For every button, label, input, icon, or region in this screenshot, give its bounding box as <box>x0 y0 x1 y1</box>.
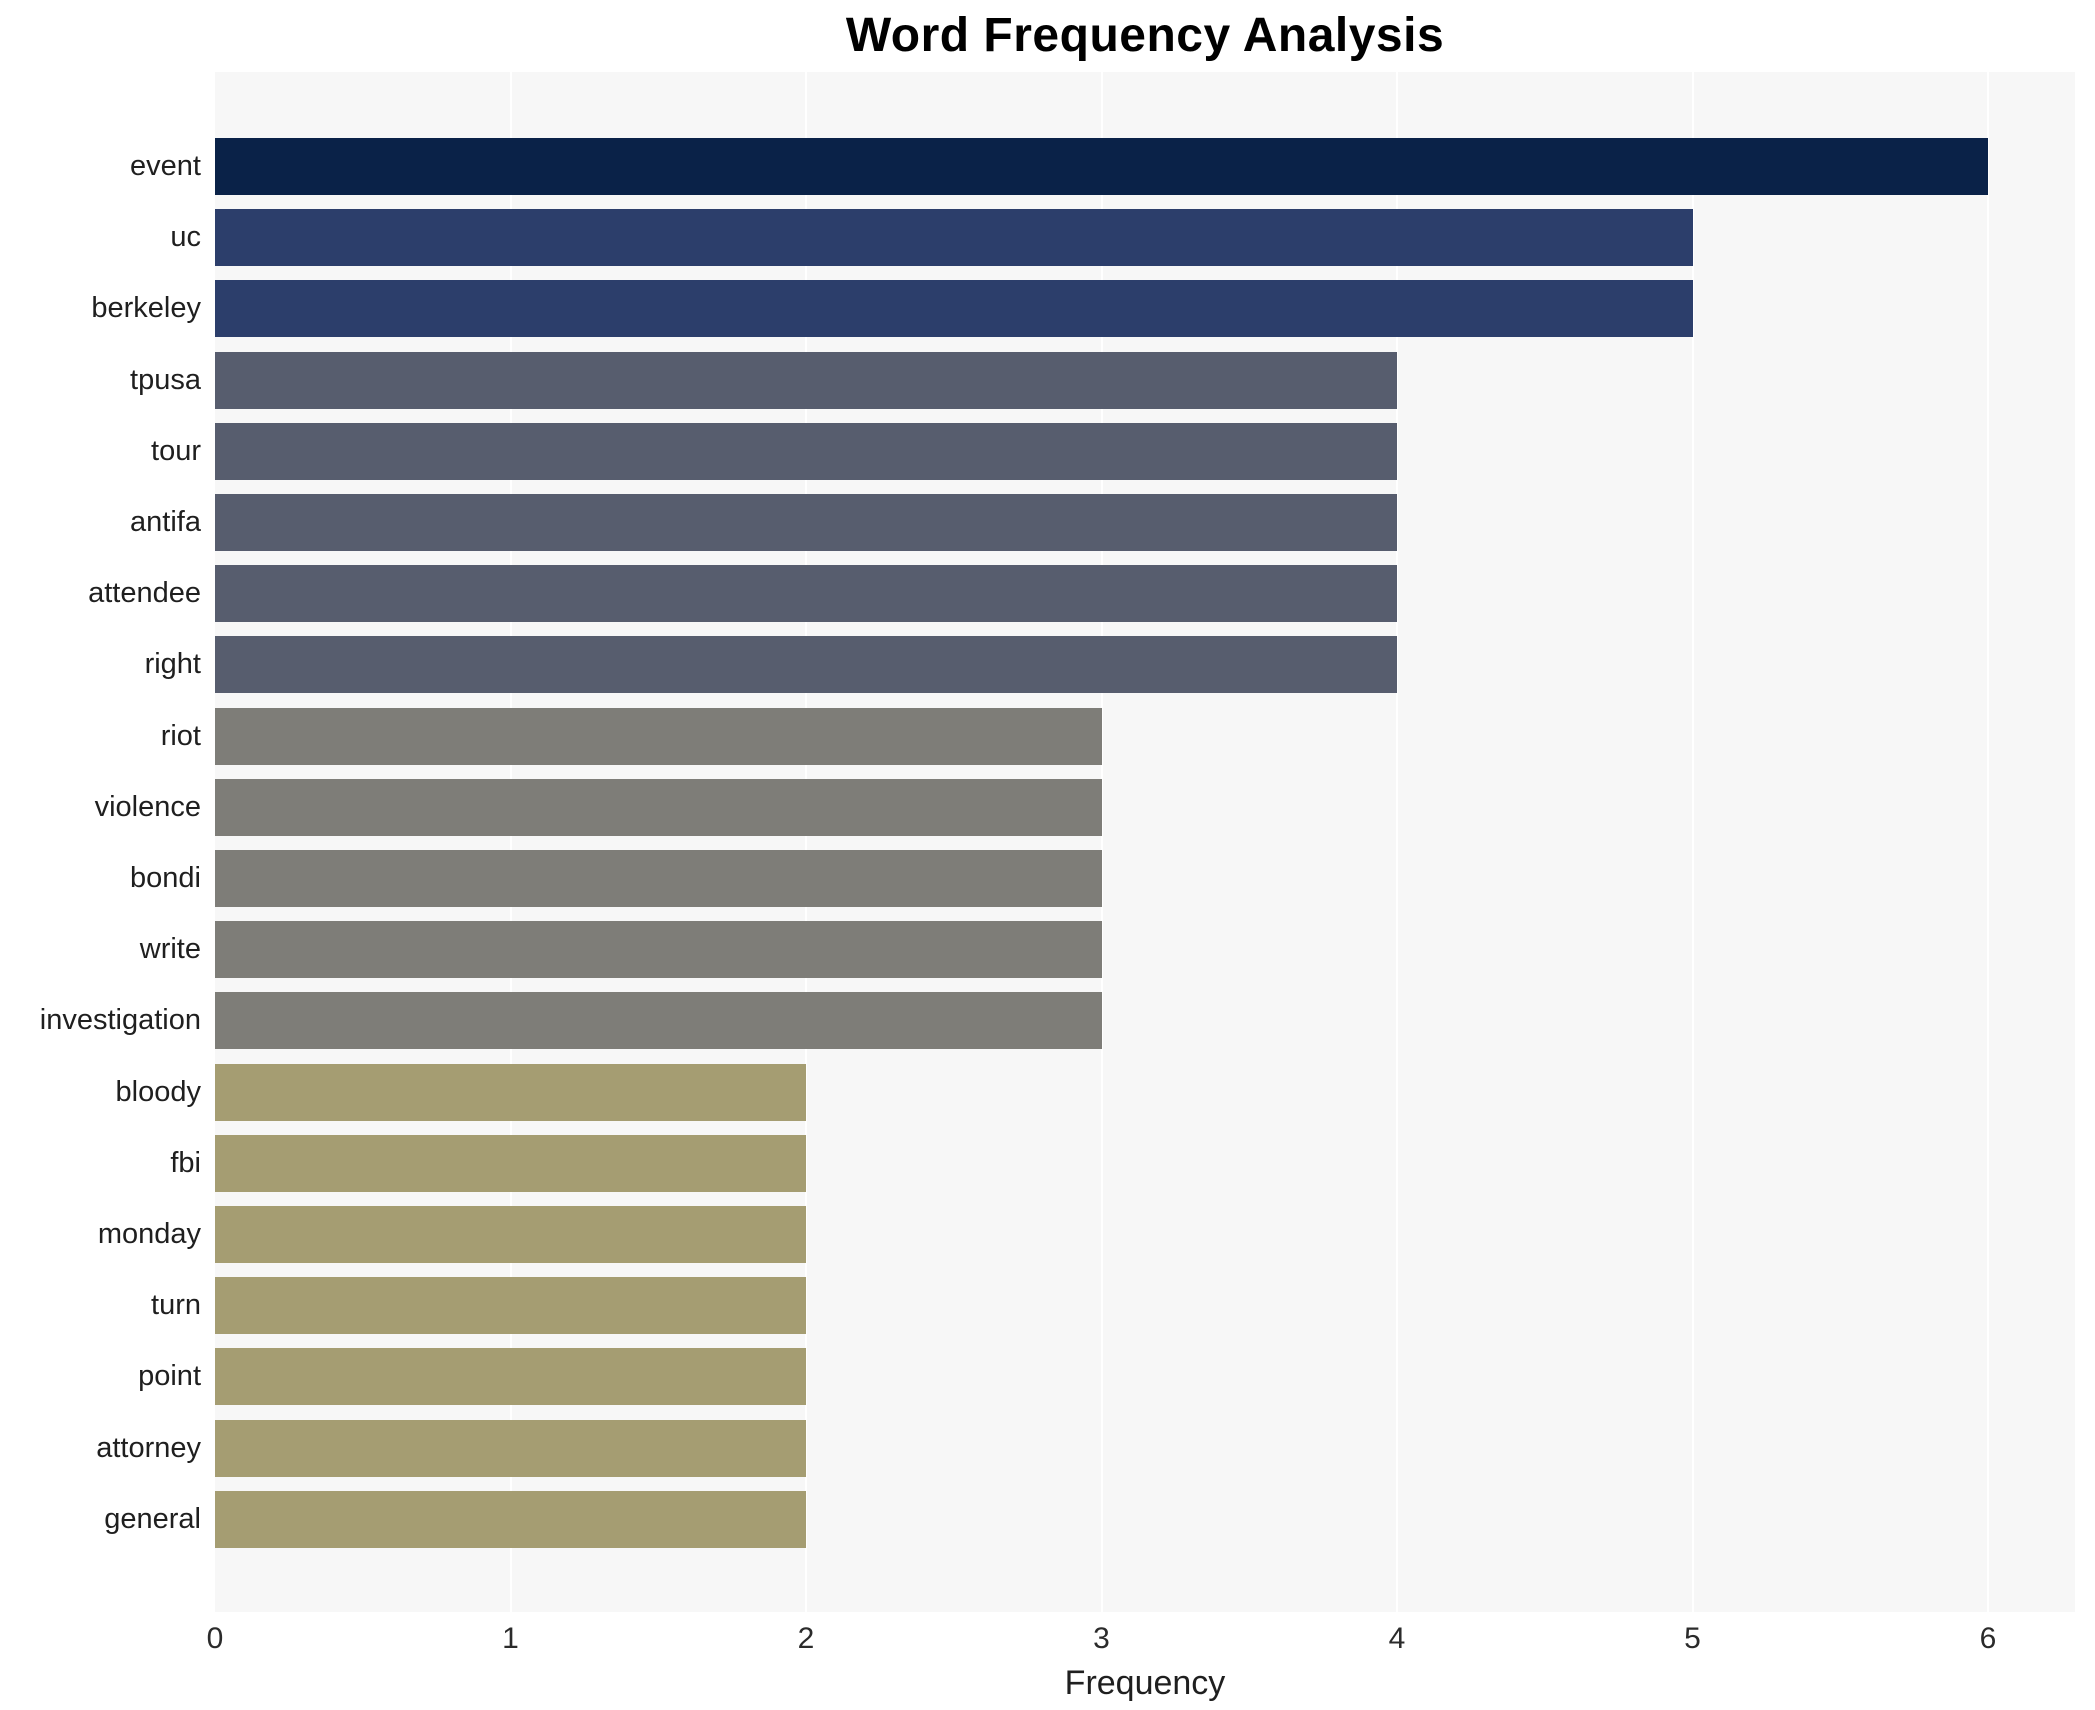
y-axis-label: tpusa <box>130 363 201 396</box>
y-axis-label: point <box>138 1360 201 1393</box>
bar-tpusa <box>215 351 1397 409</box>
bar-bondi <box>215 850 1102 908</box>
bars-container <box>215 72 2075 1612</box>
x-tick-label: 1 <box>502 1622 519 1655</box>
bar-tour <box>215 422 1397 480</box>
bar-general <box>215 1490 806 1548</box>
gridline <box>1100 72 1103 1612</box>
y-axis-label: general <box>104 1502 201 1535</box>
y-axis-label: riot <box>160 719 201 752</box>
y-axis-label: violence <box>94 790 201 823</box>
y-axis-label: monday <box>97 1218 201 1251</box>
bar-riot <box>215 707 1102 765</box>
gridline <box>509 72 512 1612</box>
y-axis-label: attorney <box>96 1431 201 1464</box>
bar-point <box>215 1348 806 1406</box>
bar-berkeley <box>215 280 1693 338</box>
bar-fbi <box>215 1134 806 1192</box>
y-axis-label: berkeley <box>91 292 201 325</box>
y-axis-label: turn <box>151 1289 201 1322</box>
gridline <box>805 72 807 1612</box>
bar-antifa <box>215 494 1397 552</box>
bar-right <box>215 636 1397 694</box>
bar-uc <box>215 209 1693 267</box>
y-axis-label: fbi <box>170 1146 201 1179</box>
y-axis-labels: event uc berkeley tpusa tour antifa attendee ri… <box>0 72 201 1612</box>
x-tick-label: 3 <box>1093 1622 1110 1655</box>
y-axis-label: tour <box>151 434 201 467</box>
bar-violence <box>215 778 1102 836</box>
y-axis-label: bloody <box>115 1075 201 1108</box>
y-axis-label: uc <box>170 221 201 254</box>
x-tick-label: 6 <box>1979 1622 1997 1655</box>
chart-title: Word Frequency Analysis <box>845 9 1445 62</box>
x-tick-label: 4 <box>1388 1622 1406 1655</box>
bar-attorney <box>215 1419 806 1477</box>
bar-investigation <box>215 992 1102 1050</box>
y-axis-label: write <box>139 933 201 966</box>
x-axis-title: Frequency <box>1064 1664 1226 1702</box>
bar-bloody <box>215 1063 806 1121</box>
gridline <box>1691 72 1694 1612</box>
bar-attendee <box>215 565 1397 623</box>
y-axis-label: antifa <box>130 506 201 539</box>
x-tick-label: 0 <box>206 1622 224 1655</box>
bar-event <box>215 138 1988 195</box>
gridline <box>1396 72 1398 1612</box>
bar-write <box>215 921 1102 979</box>
y-axis-label: event <box>130 150 201 182</box>
x-tick-label: 2 <box>797 1622 815 1655</box>
y-axis-label: attendee <box>88 577 201 610</box>
plot-area <box>215 72 2075 1612</box>
bar-monday <box>215 1206 806 1264</box>
y-axis-label: right <box>144 648 201 681</box>
bar-turn <box>215 1277 806 1335</box>
gridline <box>1987 72 1989 1612</box>
y-axis-label: investigation <box>39 1004 201 1037</box>
x-tick-label: 5 <box>1684 1622 1701 1655</box>
y-axis-label: bondi <box>130 862 201 895</box>
